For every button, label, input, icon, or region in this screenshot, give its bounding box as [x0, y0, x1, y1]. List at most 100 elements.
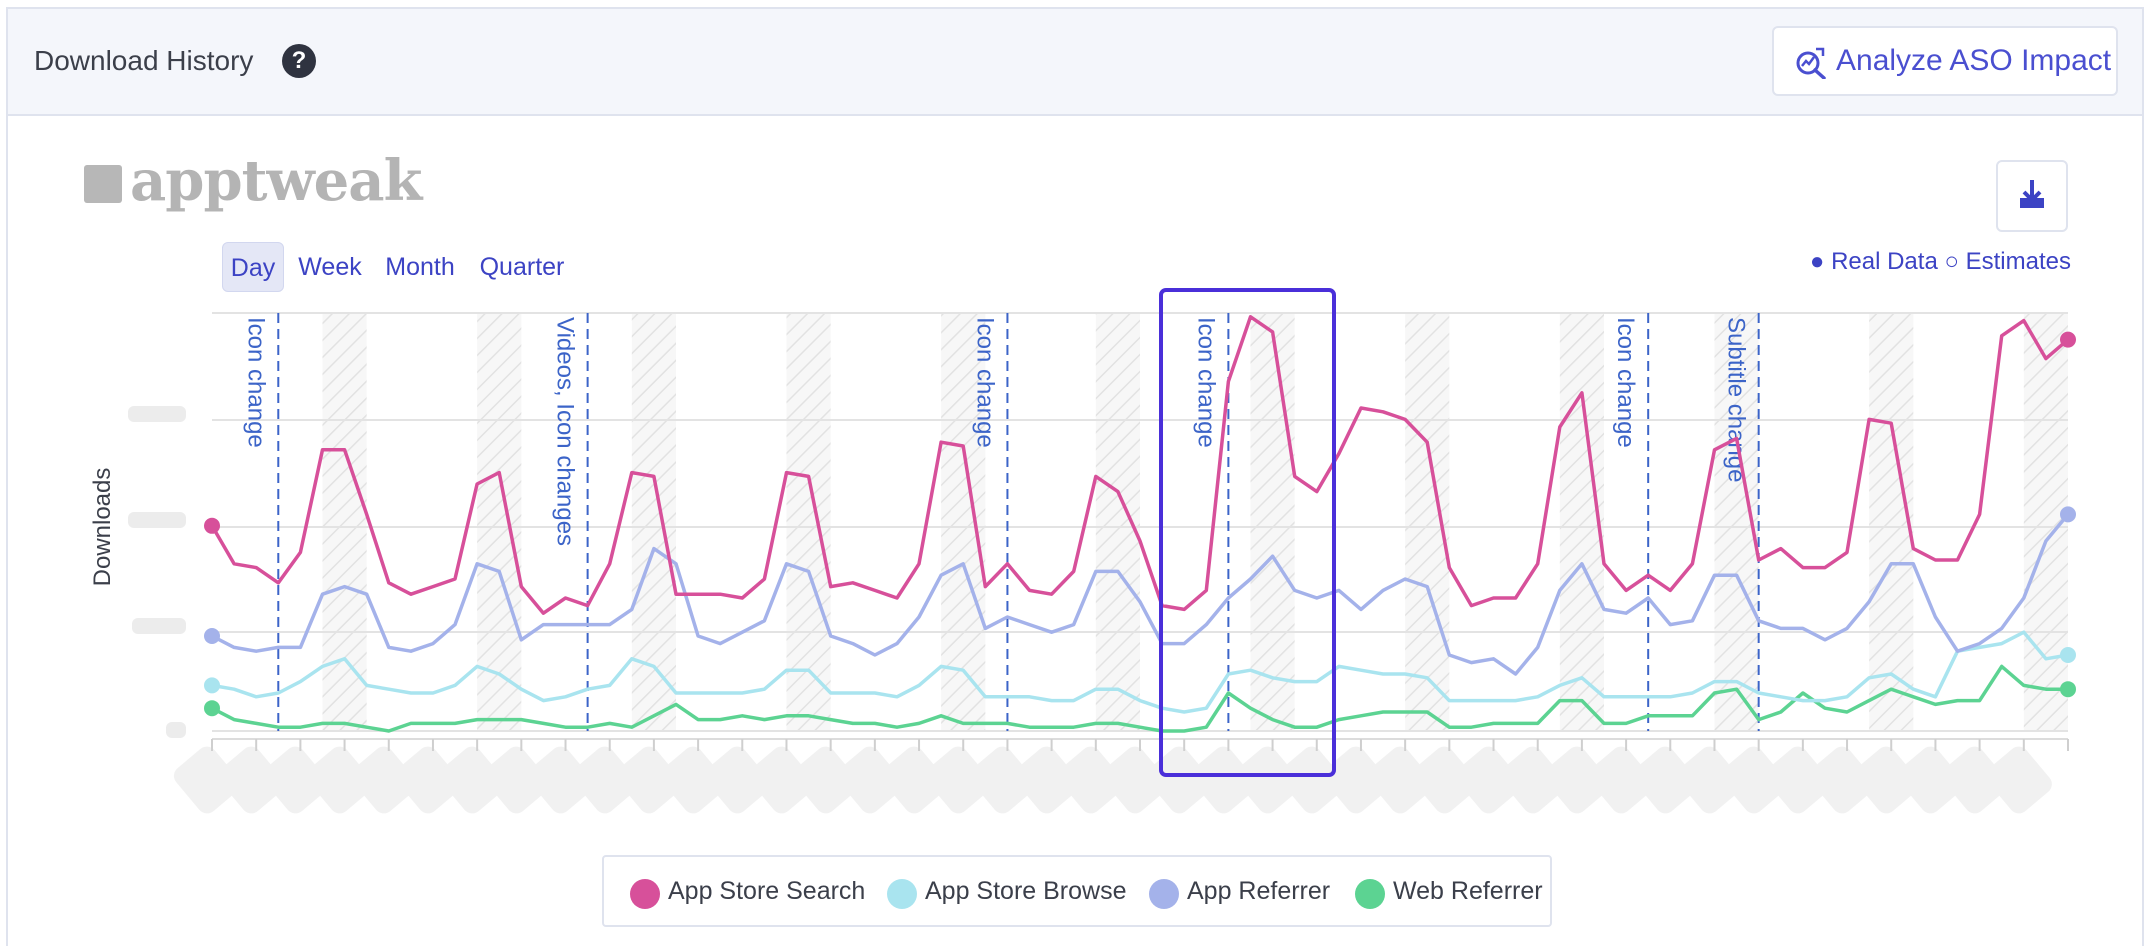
- blurred-x-tick: [483, 746, 550, 814]
- annotation-label: Icon change: [242, 317, 269, 448]
- blurred-x-tick: [1676, 746, 1743, 814]
- legend-dot-app-store-search: [630, 879, 660, 909]
- blurred-x-tick: [1057, 746, 1124, 814]
- panel-header: Download History ? Analyze ASO Impact: [8, 9, 2142, 116]
- blurred-x-tick: [439, 746, 506, 814]
- series-line-app-referrer: [211, 513, 2070, 676]
- blurred-x-tick: [527, 746, 594, 814]
- blurred-x-tick: [1322, 746, 1390, 814]
- blurred-x-tick: [1278, 746, 1345, 814]
- blurred-axis-labels: [128, 406, 2052, 814]
- weekend-band: [1559, 313, 1604, 731]
- blurred-x-tick: [1543, 746, 1610, 814]
- blurred-x-tick: [792, 746, 859, 814]
- analyze-aso-impact-button[interactable]: Analyze ASO Impact: [1772, 26, 2118, 96]
- blurred-x-tick: [1411, 746, 1478, 814]
- blurred-x-tick: [836, 746, 903, 814]
- y-axis-label: Downloads: [89, 468, 116, 587]
- legend-label-web-referrer: Web Referrer: [1393, 877, 1543, 905]
- blurred-x-tick: [173, 746, 241, 814]
- blurred-x-tick: [1941, 746, 2008, 814]
- export-download-button[interactable]: [1996, 160, 2068, 232]
- legend-label-app-store-browse: App Store Browse: [925, 877, 1127, 905]
- blurred-y-tick: [166, 722, 186, 738]
- series-start-point-web-referrer: [204, 700, 220, 717]
- weekend-band: [1869, 313, 1914, 731]
- blurred-x-tick: [1764, 746, 1831, 814]
- logo-chart-icon: [84, 165, 122, 203]
- blurred-x-tick: [1588, 746, 1655, 814]
- series-line-app-store-search: [210, 315, 2070, 615]
- annotation-label: Videos, Icon changes: [552, 317, 579, 546]
- period-quarter-button[interactable]: Quarter: [479, 253, 565, 281]
- series-end-point-app-store-search: [2060, 331, 2076, 348]
- blurred-x-tick: [1632, 746, 1699, 814]
- series-end-point-web-referrer: [2060, 681, 2076, 698]
- series-line-app-store-browse: [211, 630, 2069, 714]
- series-end-point-app-referrer: [2060, 506, 2076, 523]
- blurred-x-tick: [925, 746, 992, 814]
- highlight-box: [1159, 288, 1336, 777]
- logo-text: apptweak: [130, 148, 422, 214]
- annotation-label: Icon change: [971, 317, 998, 448]
- blurred-x-tick: [1985, 746, 2052, 814]
- legend-dot-app-store-browse: [887, 879, 917, 909]
- blurred-x-tick: [306, 746, 373, 814]
- legend-label-app-referrer: App Referrer: [1187, 877, 1331, 905]
- blurred-x-tick: [660, 746, 727, 814]
- weekend-band: [322, 313, 367, 731]
- x-axis-ticks: [211, 738, 2069, 751]
- blurred-x-tick: [1367, 746, 1434, 814]
- help-icon[interactable]: ?: [282, 44, 316, 78]
- series-start-point-app-store-search: [204, 517, 220, 534]
- legend-label-app-store-search: App Store Search: [668, 877, 866, 905]
- blurred-x-tick: [1455, 746, 1522, 814]
- weekend-band: [786, 313, 831, 731]
- period-month-button[interactable]: Month: [385, 253, 455, 281]
- weekend-band: [941, 313, 986, 731]
- panel-title: Download History: [34, 45, 254, 76]
- blurred-x-tick: [1190, 746, 1257, 814]
- blurred-x-tick: [1853, 746, 1920, 814]
- series-end-point-app-store-browse: [2060, 647, 2076, 663]
- annotation-label: Subtitle change: [1723, 317, 1750, 482]
- blurred-x-tick: [1720, 746, 1787, 814]
- weekend-band: [477, 313, 522, 731]
- download-history-chart: Downloads Icon change Videos, Icon change…: [89, 288, 2076, 814]
- blurred-y-tick: [132, 618, 186, 634]
- blurred-x-tick: [615, 746, 682, 814]
- annotation-markers: Icon change Videos, Icon changes Icon chan…: [242, 313, 1760, 731]
- data-type-legend: ● Real Data ○ Estimates: [1809, 248, 2071, 275]
- series-start-point-app-store-browse: [204, 677, 220, 694]
- annotation-label: Icon change: [1612, 317, 1639, 448]
- blurred-x-tick: [1234, 746, 1301, 814]
- blurred-x-tick: [1499, 746, 1566, 814]
- blurred-x-tick: [262, 746, 329, 814]
- weekend-band: [1250, 313, 1295, 731]
- blurred-x-tick: [571, 746, 638, 814]
- blurred-x-tick: [748, 746, 815, 814]
- period-day-button[interactable]: Day: [222, 242, 284, 292]
- weekend-bands: [322, 313, 2068, 731]
- blurred-x-tick: [394, 746, 462, 814]
- blurred-x-tick: [1013, 746, 1080, 814]
- blurred-y-tick: [128, 512, 186, 528]
- annotation-label: Icon change: [1192, 317, 1219, 448]
- analyze-aso-impact-label: Analyze ASO Impact: [1836, 44, 2112, 77]
- series-lines: [204, 315, 2076, 733]
- blurred-x-tick: [969, 746, 1036, 814]
- period-week-button[interactable]: Week: [298, 253, 362, 281]
- legend-dot-app-referrer: [1149, 879, 1179, 909]
- blurred-x-tick: [1897, 746, 1964, 814]
- analyze-icon: [1796, 47, 1826, 79]
- legend-dot-web-referrer: [1355, 879, 1385, 909]
- blurred-x-tick: [704, 746, 771, 814]
- download-icon: [2020, 180, 2044, 208]
- series-legend: App Store Search App Store Browse App Re…: [602, 855, 1552, 927]
- blurred-x-tick: [218, 746, 285, 814]
- series-line-web-referrer: [211, 664, 2068, 733]
- blurred-x-tick: [880, 746, 948, 814]
- blurred-x-tick: [350, 746, 417, 814]
- blurred-x-tick: [1808, 746, 1876, 814]
- blurred-y-tick: [128, 406, 186, 422]
